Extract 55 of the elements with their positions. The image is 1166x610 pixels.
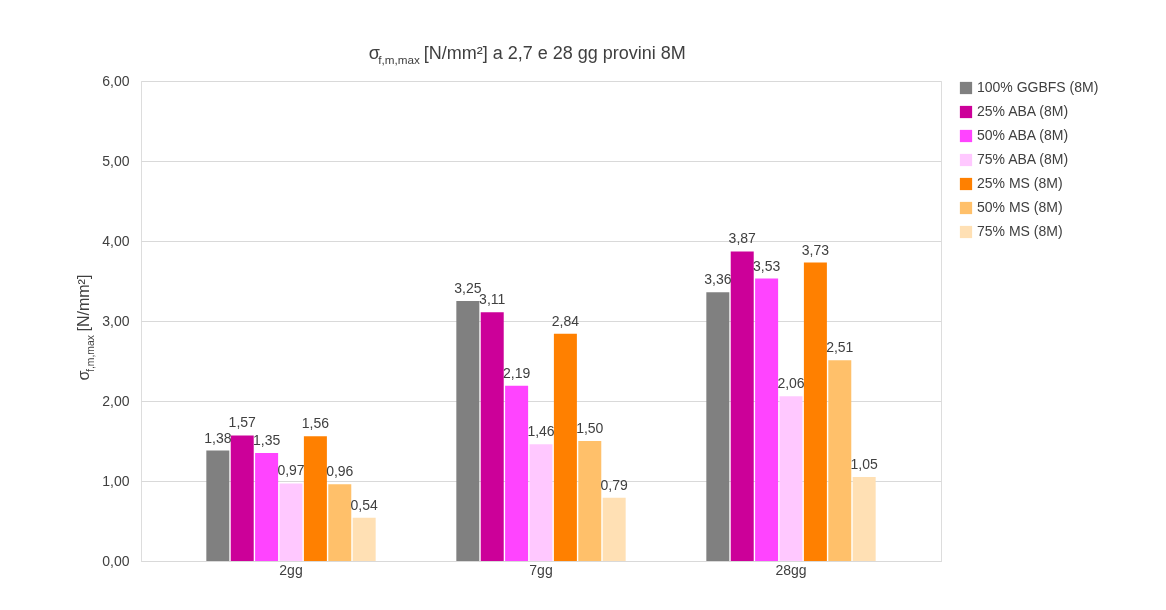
y-tick-label: 5,00 <box>102 152 130 169</box>
data-label: 2,51 <box>826 339 854 356</box>
bar <box>730 251 754 561</box>
bar <box>255 453 279 561</box>
data-label: 1,56 <box>301 415 330 432</box>
bar <box>352 517 376 561</box>
data-label: 1,38 <box>204 429 232 446</box>
y-tick-label: 1,00 <box>102 472 130 489</box>
bar <box>706 292 730 561</box>
bar <box>779 396 803 561</box>
bar <box>553 333 577 561</box>
bar <box>328 484 352 561</box>
y-axis-title: σf,m,max [N/mm²] <box>75 274 96 381</box>
data-label: 0,54 <box>350 496 379 513</box>
bar <box>828 360 852 561</box>
data-label: 1,05 <box>850 456 879 472</box>
legend-label: 25% ABA (8M) <box>977 103 1069 119</box>
bar <box>505 385 529 561</box>
bar <box>480 312 504 561</box>
y-tick-label: 3,00 <box>102 312 130 329</box>
bar <box>755 278 779 561</box>
bar <box>803 262 827 561</box>
legend-label: 75% ABA (8M) <box>977 151 1069 167</box>
y-tick-label: 6,00 <box>102 72 130 89</box>
y-tick-label: 4,00 <box>102 232 130 249</box>
bar <box>206 450 230 561</box>
data-label: 3,36 <box>704 271 732 288</box>
data-label: 1,46 <box>527 423 555 440</box>
data-label: 2,06 <box>777 375 805 392</box>
bar <box>279 483 303 561</box>
x-tick-label: 7gg <box>529 561 553 578</box>
legend-label: 25% MS (8M) <box>977 175 1063 191</box>
data-label: 0,79 <box>600 476 629 493</box>
x-tick-label: 2gg <box>279 561 303 578</box>
legend-label: 50% MS (8M) <box>977 199 1063 215</box>
bar <box>529 444 553 561</box>
bar <box>578 441 602 561</box>
bar <box>602 497 626 561</box>
legend-label: 100% GGBFS (8M) <box>977 79 1099 95</box>
bar <box>303 436 327 561</box>
legend-label: 75% MS (8M) <box>977 223 1063 239</box>
bar <box>230 435 254 561</box>
data-label: 2,84 <box>551 312 580 329</box>
y-tick-label: 2,00 <box>102 392 130 409</box>
data-label: 1,50 <box>576 420 604 436</box>
data-label: 3,87 <box>728 230 757 247</box>
bar <box>852 477 876 561</box>
legend-label: 50% ABA (8M) <box>977 127 1069 143</box>
data-label: 0,97 <box>277 462 305 479</box>
x-tick-label: 28gg <box>775 561 807 578</box>
data-label: 1,35 <box>252 432 281 448</box>
y-tick-label: 0,00 <box>102 552 130 569</box>
bar <box>456 301 480 561</box>
data-label: 1,57 <box>228 414 257 431</box>
data-label: 3,73 <box>801 241 830 258</box>
